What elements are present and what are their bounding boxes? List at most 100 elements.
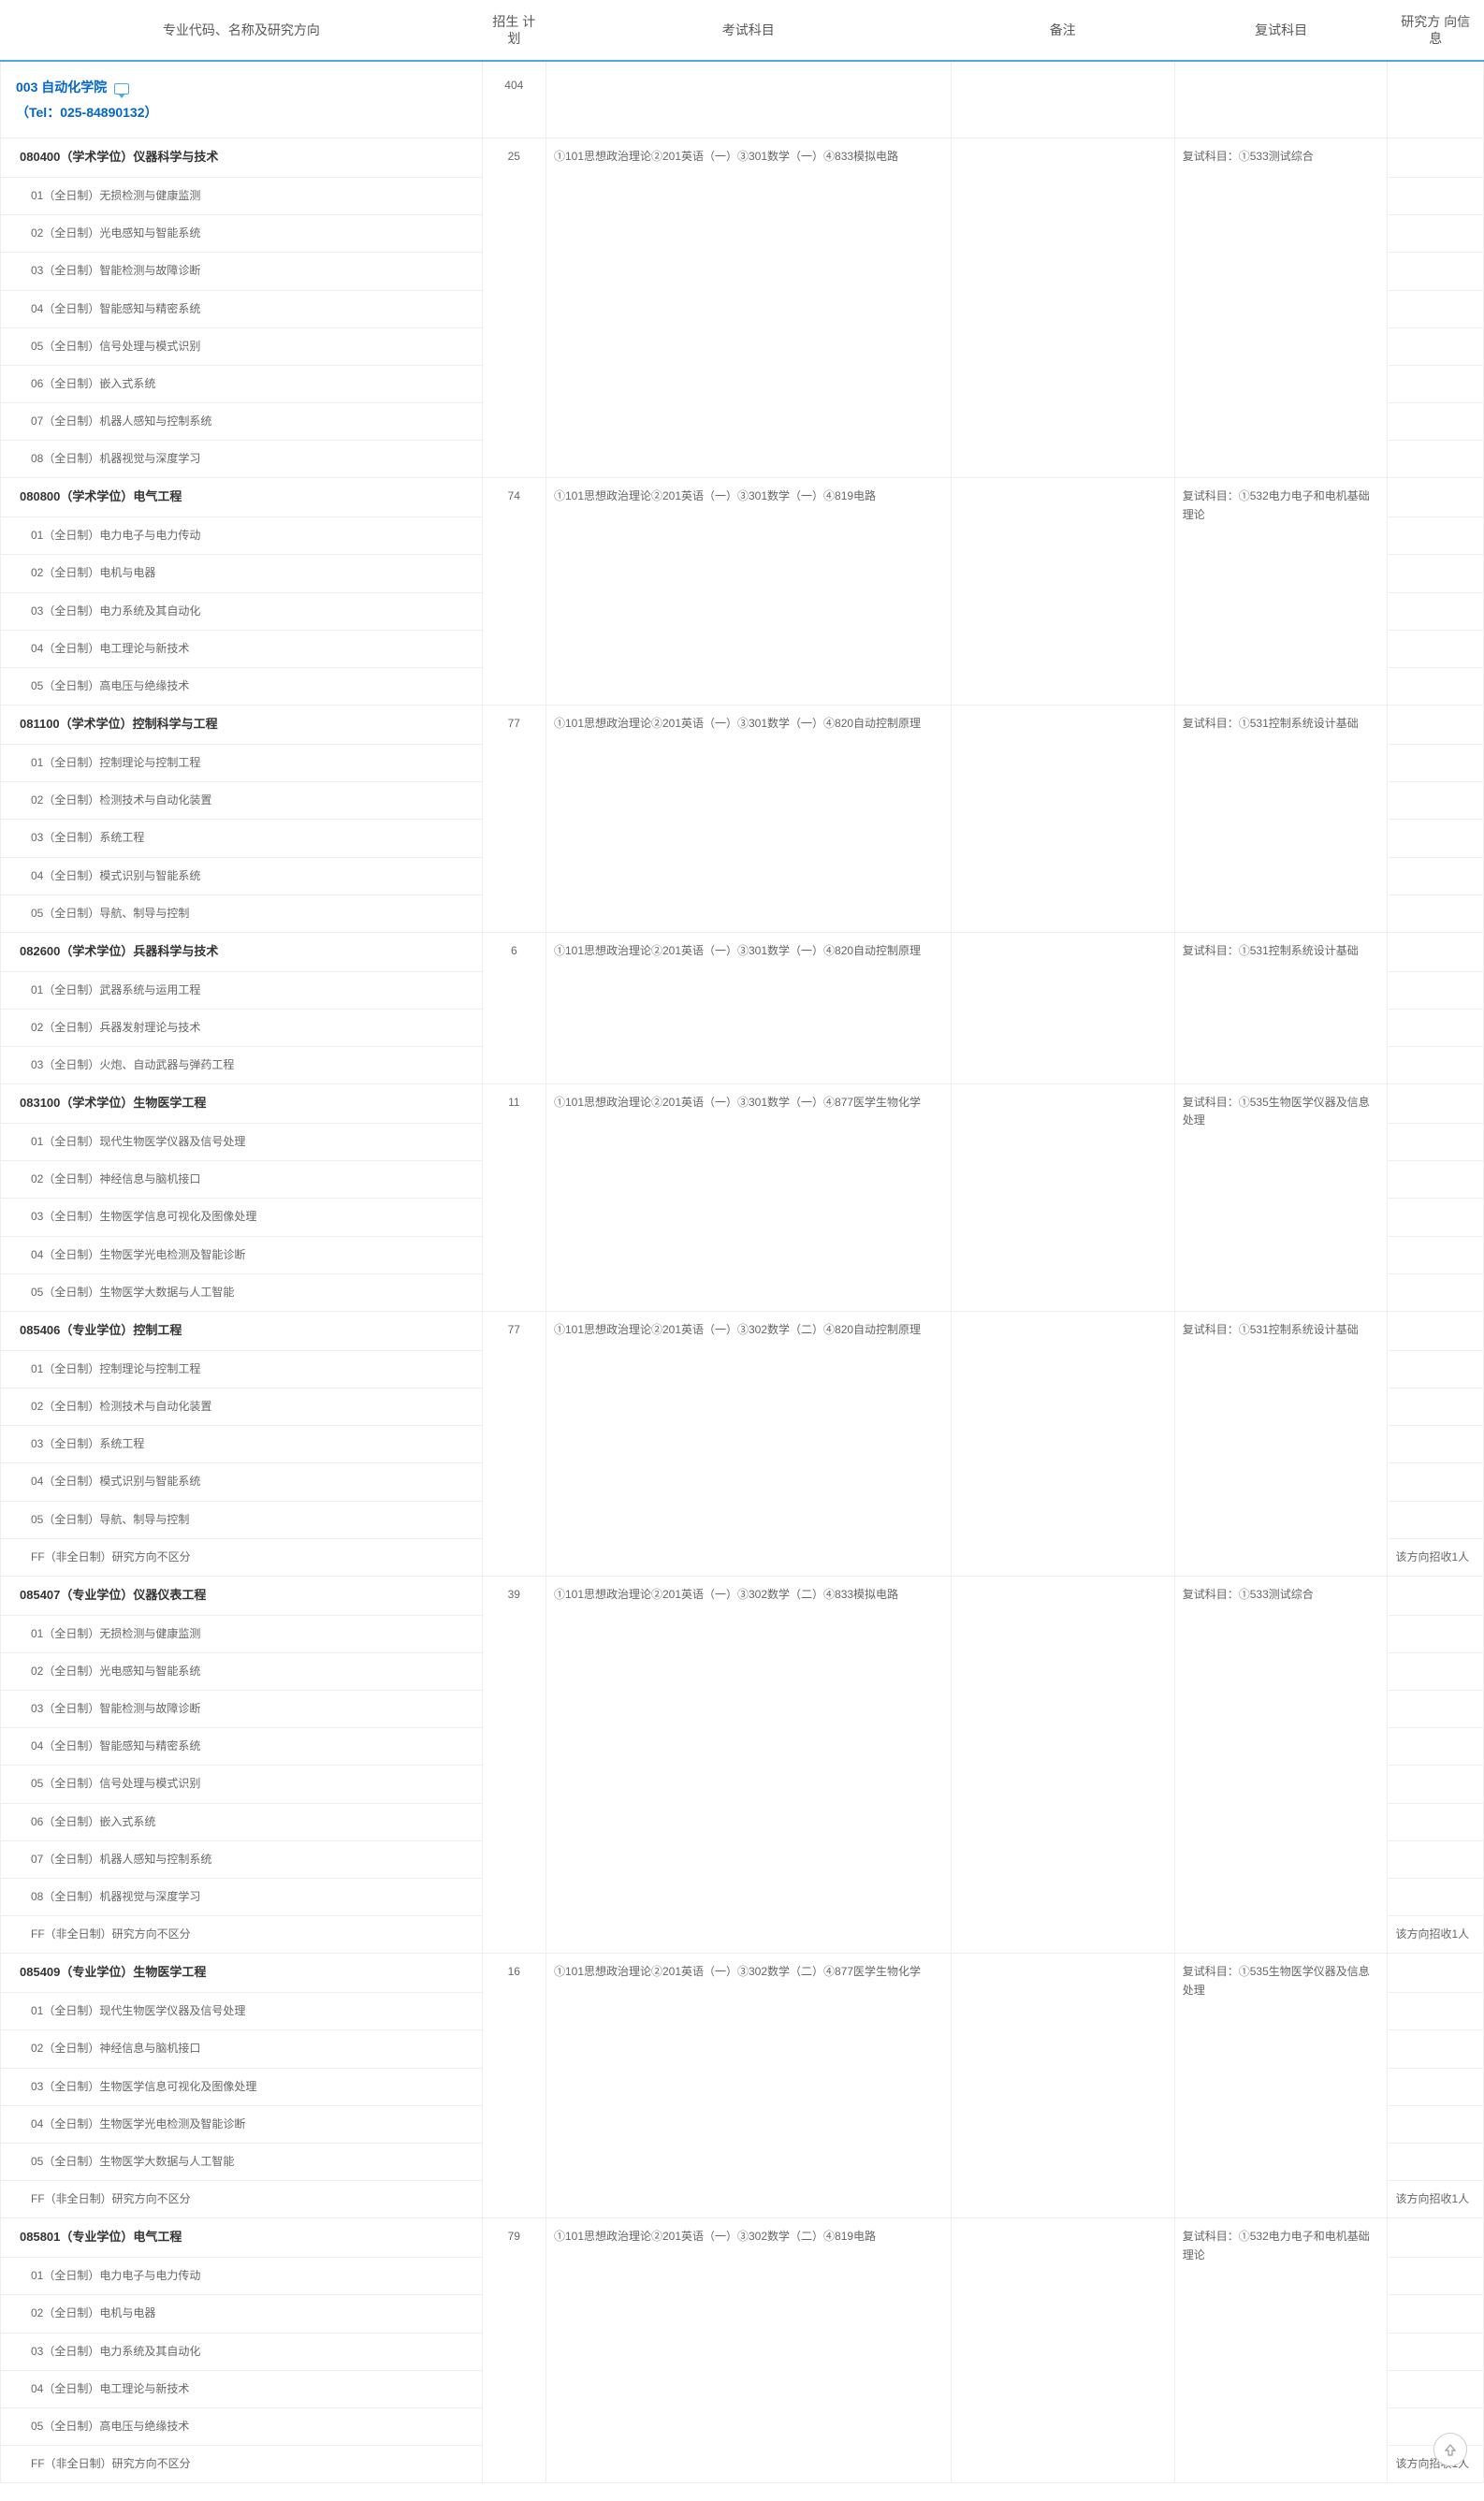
direction-name[interactable]: 05（全日制）信号处理与模式识别 [8,338,474,356]
direction-name-cell: 08（全日制）机器视觉与深度学习 [1,1879,483,1916]
major-name[interactable]: 080800（学术学位）电气工程 [8,487,474,507]
major-name[interactable]: 081100（学术学位）控制科学与工程 [8,715,474,734]
direction-name[interactable]: 02（全日制）神经信息与脑机接口 [8,2040,474,2058]
direction-name[interactable]: 02（全日制）光电感知与智能系统 [8,225,474,242]
direction-name[interactable]: FF（非全日制）研究方向不区分 [8,1549,474,1566]
direction-name[interactable]: 03（全日制）智能检测与故障诊断 [8,1700,474,1718]
direction-name[interactable]: 01（全日制）现代生物医学仪器及信号处理 [8,1133,474,1151]
direction-info-cell [1388,1273,1484,1311]
direction-name[interactable]: 05（全日制）高电压与绝缘技术 [8,677,474,695]
direction-name[interactable]: 01（全日制）现代生物医学仪器及信号处理 [8,2002,474,2020]
direction-name[interactable]: 06（全日制）嵌入式系统 [8,375,474,393]
major-exam: ①101思想政治理论②201英语（一）③302数学（二）④820自动控制原理 [546,1312,951,1577]
direction-name[interactable]: 08（全日制）机器视觉与深度学习 [8,1888,474,1906]
direction-name[interactable]: 02（全日制）兵器发射理论与技术 [8,1019,474,1037]
direction-name[interactable]: 05（全日制）生物医学大数据与人工智能 [8,1284,474,1301]
header-info: 研究方 向信息 [1388,0,1484,61]
direction-name-cell: 01（全日制）控制理论与控制工程 [1,1350,483,1388]
direction-name[interactable]: 01（全日制）武器系统与运用工程 [8,981,474,999]
direction-name-cell: 04（全日制）电工理论与新技术 [1,630,483,667]
direction-name[interactable]: 03（全日制）生物医学信息可视化及图像处理 [8,1208,474,1226]
direction-name[interactable]: 02（全日制）电机与电器 [8,2305,474,2322]
direction-name[interactable]: 05（全日制）生物医学大数据与人工智能 [8,2153,474,2171]
direction-name[interactable]: 05（全日制）导航、制导与控制 [8,905,474,923]
direction-name[interactable]: 04（全日制）智能感知与精密系统 [8,300,474,318]
direction-info-cell [1388,2295,1484,2333]
direction-name[interactable]: 03（全日制）电力系统及其自动化 [8,603,474,620]
direction-name[interactable]: 08（全日制）机器视觉与深度学习 [8,450,474,468]
direction-name[interactable]: 05（全日制）信号处理与模式识别 [8,1775,474,1793]
direction-name[interactable]: FF（非全日制）研究方向不区分 [8,1926,474,1943]
direction-name[interactable]: 04（全日制）模式识别与智能系统 [8,1473,474,1490]
direction-info-cell [1388,365,1484,402]
direction-name[interactable]: 01（全日制）无损检测与健康监测 [8,1625,474,1643]
direction-name[interactable]: 05（全日制）导航、制导与控制 [8,1511,474,1529]
direction-name-cell: FF（非全日制）研究方向不区分 [1,1916,483,1954]
message-icon[interactable] [114,83,129,95]
direction-name[interactable]: 01（全日制）控制理论与控制工程 [8,754,474,772]
major-retest: 复试科目：①533测试综合 [1174,138,1388,478]
table-header: 专业代码、名称及研究方向 招生 计划 考试科目 备注 复试科目 研究方 向信息 [1,0,1484,61]
major-name[interactable]: 083100（学术学位）生物医学工程 [8,1094,474,1113]
direction-name-cell: 02（全日制）检测技术与自动化装置 [1,782,483,820]
back-to-top-button[interactable] [1433,2433,1467,2466]
major-plan: 77 [482,705,546,933]
direction-info-cell [1388,2105,1484,2143]
direction-info-cell [1388,1199,1484,1236]
direction-name[interactable]: 01（全日制）电力电子与电力传动 [8,527,474,545]
direction-name[interactable]: 05（全日制）高电压与绝缘技术 [8,2418,474,2436]
direction-info-cell [1388,1840,1484,1878]
direction-name[interactable]: 01（全日制）电力电子与电力传动 [8,2267,474,2285]
direction-info-cell [1388,1161,1484,1199]
header-retest: 复试科目 [1174,0,1388,61]
direction-name[interactable]: 04（全日制）模式识别与智能系统 [8,867,474,885]
direction-info: 该方向招收1人 [1395,2190,1476,2208]
direction-name[interactable]: 07（全日制）机器人感知与控制系统 [8,413,474,430]
major-name[interactable]: 080400（学术学位）仪器科学与技术 [8,148,474,167]
direction-name[interactable]: 03（全日制）电力系统及其自动化 [8,2343,474,2361]
retest-text: 复试科目：①532电力电子和电机基础理论 [1183,487,1380,523]
direction-name-cell: 03（全日制）生物医学信息可视化及图像处理 [1,2068,483,2105]
direction-name[interactable]: 02（全日制）检测技术与自动化装置 [8,792,474,809]
direction-name[interactable]: FF（非全日制）研究方向不区分 [8,2190,474,2208]
major-note [951,705,1174,933]
direction-name[interactable]: 03（全日制）火炮、自动武器与弹药工程 [8,1056,474,1074]
direction-name[interactable]: 02（全日制）检测技术与自动化装置 [8,1398,474,1416]
direction-info: 该方向招收1人 [1395,1926,1476,1943]
major-name-cell: 083100（学术学位）生物医学工程 [1,1084,483,1124]
direction-name[interactable]: 03（全日制）智能检测与故障诊断 [8,262,474,280]
direction-name-cell: 02（全日制）神经信息与脑机接口 [1,2030,483,2068]
direction-name[interactable]: 03（全日制）生物医学信息可视化及图像处理 [8,2078,474,2096]
direction-name[interactable]: 07（全日制）机器人感知与控制系统 [8,1851,474,1868]
arrow-up-icon [1443,2442,1458,2457]
direction-name[interactable]: 02（全日制）电机与电器 [8,564,474,582]
direction-name[interactable]: 02（全日制）神经信息与脑机接口 [8,1171,474,1188]
major-name[interactable]: 085406（专业学位）控制工程 [8,1321,474,1341]
direction-name[interactable]: 04（全日制）生物医学光电检测及智能诊断 [8,1246,474,1264]
major-retest: 复试科目：①531控制系统设计基础 [1174,705,1388,933]
major-name[interactable]: 085801（专业学位）电气工程 [8,2228,474,2247]
direction-name[interactable]: 02（全日制）光电感知与智能系统 [8,1663,474,1680]
direction-name[interactable]: 03（全日制）系统工程 [8,829,474,847]
major-name[interactable]: 085407（专业学位）仪器仪表工程 [8,1586,474,1606]
major-name[interactable]: 085409（专业学位）生物医学工程 [8,1963,474,1983]
dept-name[interactable]: 003 自动化学院 [8,77,474,97]
major-name[interactable]: 082600（学术学位）兵器科学与技术 [8,942,474,962]
direction-info-cell [1388,2068,1484,2105]
direction-name[interactable]: 04（全日制）电工理论与新技术 [8,2380,474,2398]
exam-text: ①101思想政治理论②201英语（一）③302数学（二）④820自动控制原理 [554,1321,943,1339]
direction-name[interactable]: 06（全日制）嵌入式系统 [8,1813,474,1831]
direction-name-cell: 03（全日制）生物医学信息可视化及图像处理 [1,1199,483,1236]
major-note [951,932,1174,1083]
direction-name[interactable]: 03（全日制）系统工程 [8,1435,474,1453]
direction-info-cell [1388,290,1484,327]
direction-info-cell [1388,1236,1484,1273]
direction-name[interactable]: 01（全日制）无损检测与健康监测 [8,187,474,205]
direction-name[interactable]: 01（全日制）控制理论与控制工程 [8,1360,474,1378]
direction-name[interactable]: 04（全日制）生物医学光电检测及智能诊断 [8,2116,474,2133]
direction-name[interactable]: 04（全日制）电工理论与新技术 [8,640,474,658]
direction-name[interactable]: FF（非全日制）研究方向不区分 [8,2455,474,2473]
direction-name[interactable]: 04（全日制）智能感知与精密系统 [8,1738,474,1755]
direction-name-cell: 05（全日制）高电压与绝缘技术 [1,2407,483,2445]
major-retest: 复试科目：①532电力电子和电机基础理论 [1174,2218,1388,2483]
